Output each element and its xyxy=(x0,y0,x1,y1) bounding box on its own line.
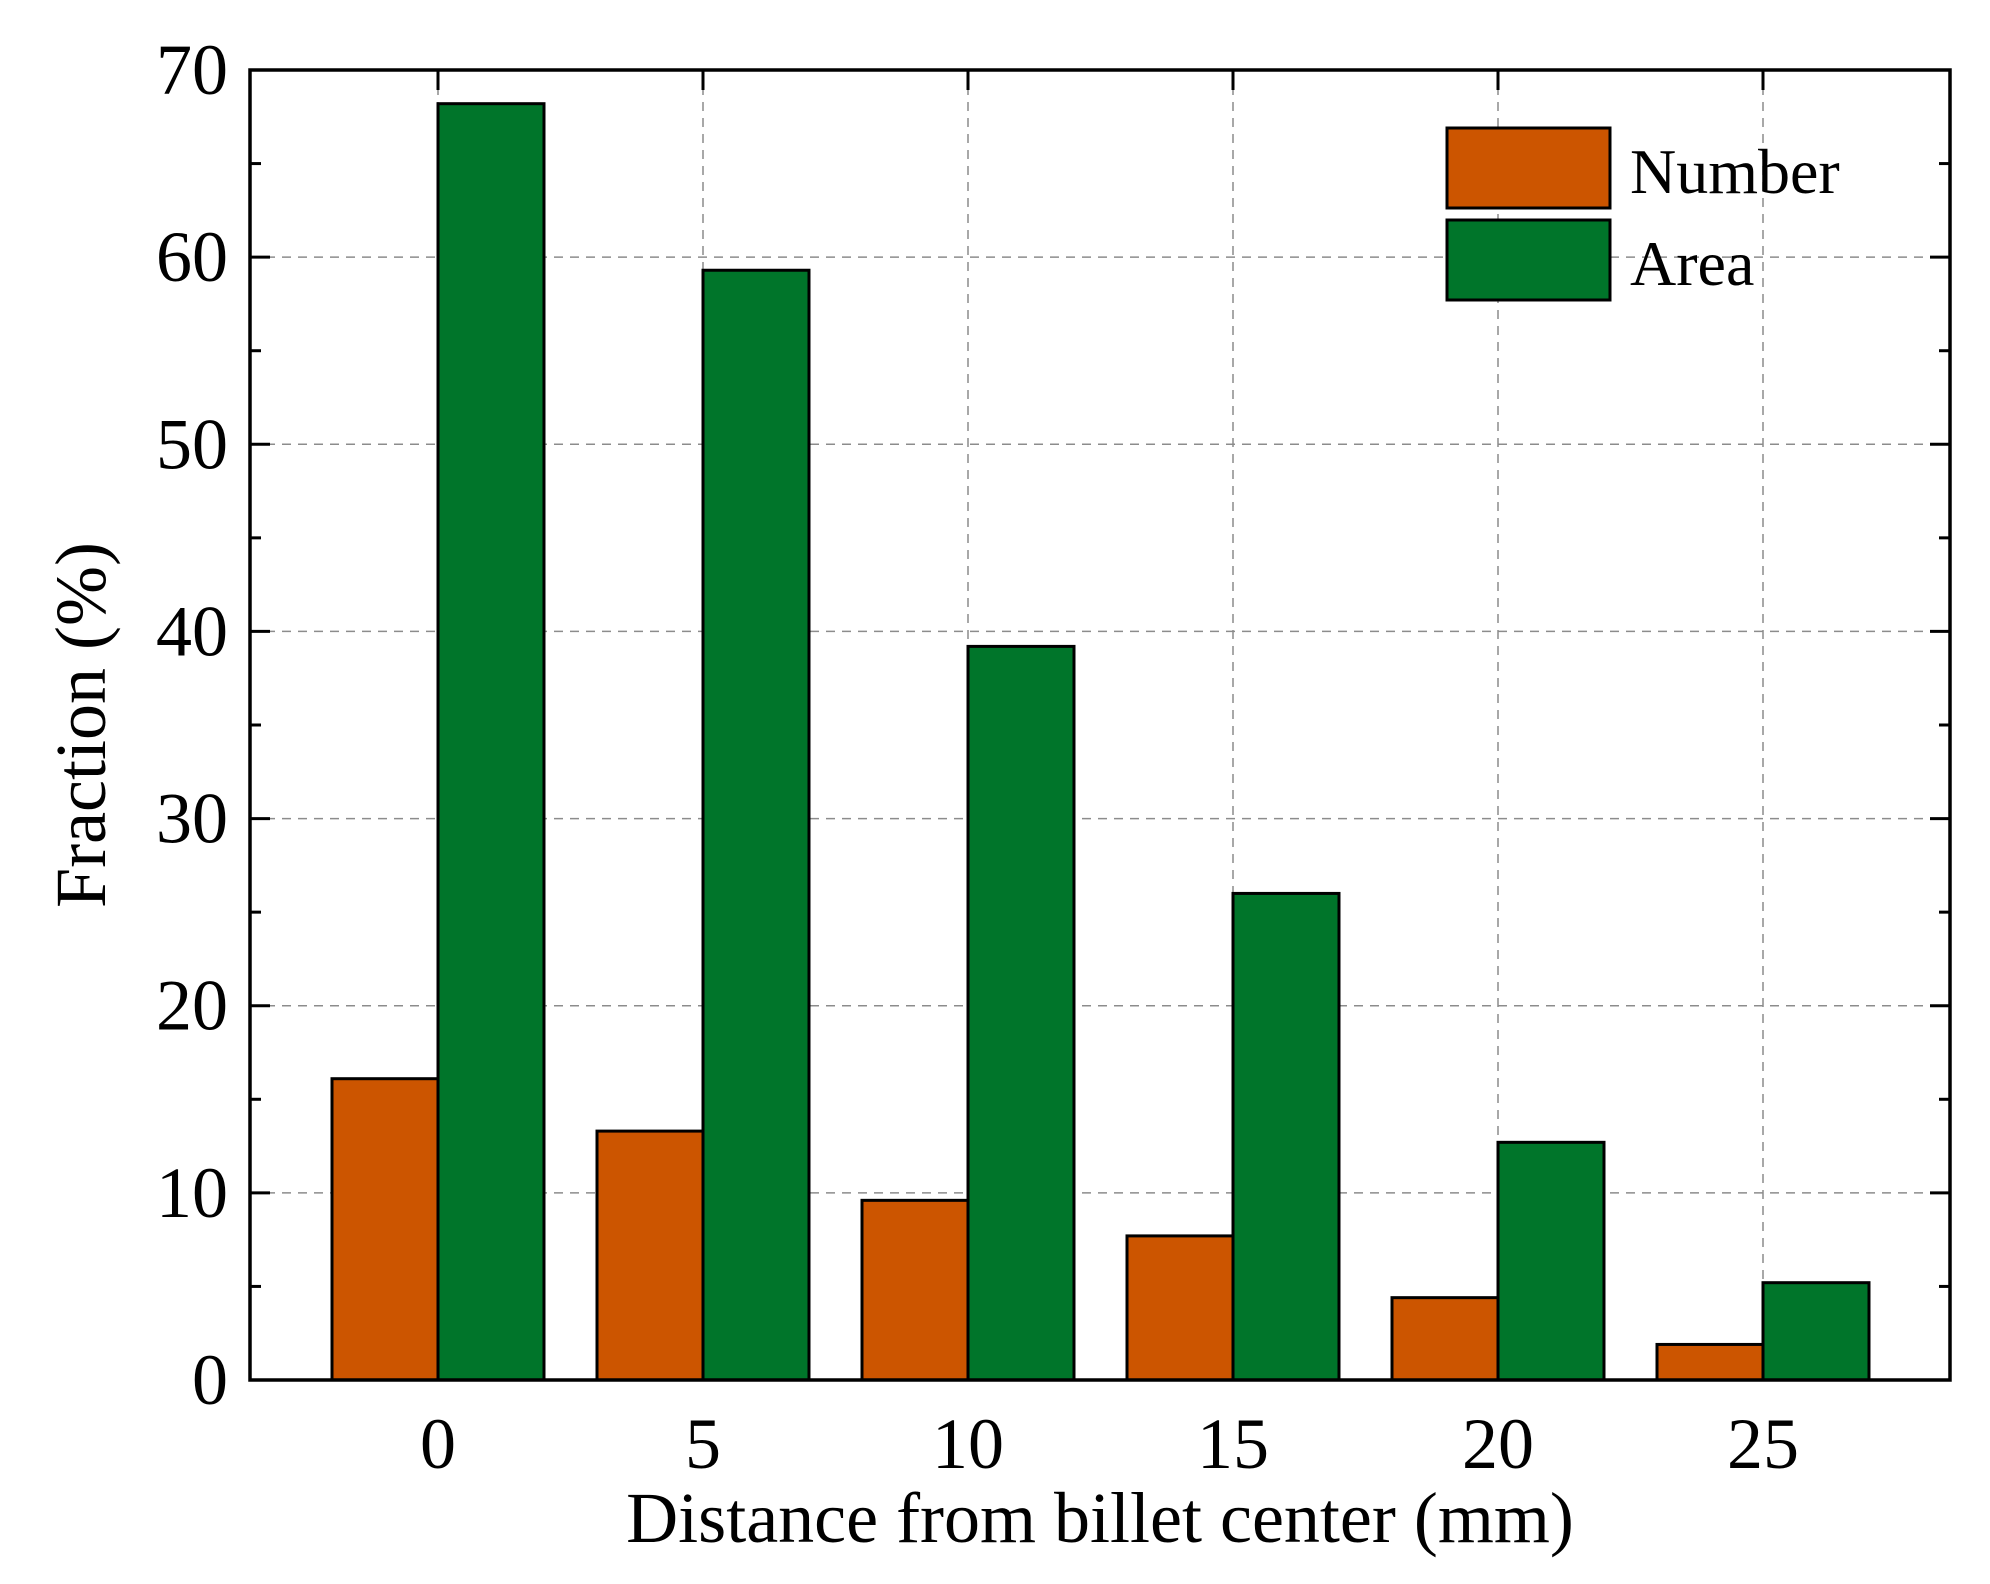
y-tick-label: 60 xyxy=(156,217,228,297)
x-tick-label: 0 xyxy=(420,1404,456,1484)
x-tick-labels: 0 5 10 15 20 25 xyxy=(420,1404,1799,1484)
x-tick-label: 25 xyxy=(1727,1404,1799,1484)
bar-number-25 xyxy=(1655,1342,1765,1382)
y-tick-label: 50 xyxy=(156,404,228,484)
y-tick-labels: 0 10 20 30 40 50 60 70 xyxy=(156,30,228,1420)
y-tick-label: 20 xyxy=(156,966,228,1046)
bar-area-25 xyxy=(1761,1281,1871,1382)
y-axis-title: Fraction (%) xyxy=(41,542,121,908)
bar-number-0 xyxy=(330,1077,440,1382)
bars xyxy=(330,102,1871,1382)
y-tick-label: 30 xyxy=(156,779,228,859)
legend-swatch-area xyxy=(1445,218,1612,302)
bar-area-20 xyxy=(1496,1140,1606,1382)
x-tick-label: 10 xyxy=(932,1404,1004,1484)
bar-number-15 xyxy=(1125,1234,1235,1382)
legend-label-area: Area xyxy=(1630,228,1754,299)
x-tick-label: 5 xyxy=(685,1404,721,1484)
y-tick-label: 70 xyxy=(156,30,228,110)
bar-area-5 xyxy=(701,268,811,1382)
bar-number-5 xyxy=(595,1129,705,1382)
x-tick-label: 15 xyxy=(1197,1404,1269,1484)
x-tick-label: 20 xyxy=(1462,1404,1534,1484)
x-axis-title: Distance from billet center (mm) xyxy=(626,1478,1574,1558)
y-tick-label: 0 xyxy=(192,1340,228,1420)
bar-area-0 xyxy=(436,102,546,1382)
bar-area-10 xyxy=(966,644,1076,1382)
bar-area-15 xyxy=(1231,891,1341,1382)
legend: Number Area xyxy=(1445,126,1840,302)
bar-number-10 xyxy=(860,1198,970,1382)
y-tick-label: 10 xyxy=(156,1153,228,1233)
bar-number-20 xyxy=(1390,1296,1500,1382)
legend-label-number: Number xyxy=(1630,136,1840,207)
axis-ticks xyxy=(250,68,1950,1382)
legend-swatch-number xyxy=(1445,126,1612,210)
y-tick-label: 40 xyxy=(156,591,228,671)
